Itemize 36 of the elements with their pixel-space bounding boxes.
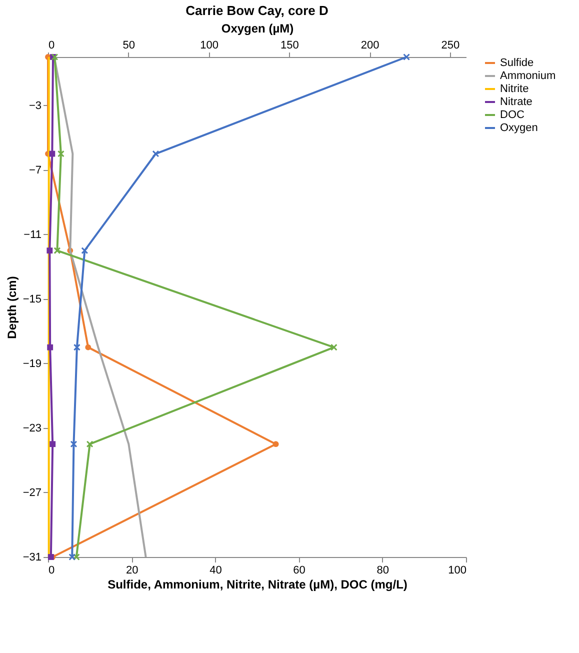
legend-label: Oxygen	[500, 122, 538, 134]
x2-tick-label: 150	[280, 40, 299, 52]
y-axis-title: Depth (cm)	[4, 276, 19, 339]
y-tick-label: −7	[28, 164, 42, 176]
x2-tick-label: 200	[360, 40, 380, 52]
y-tick-label: −19	[22, 358, 42, 370]
y-tick-label: −27	[22, 486, 42, 499]
point	[403, 54, 410, 60]
x-axis-title: Sulfide, Ammonium, Nitrite, Nitrate (µM), DOC (mg/L)	[108, 578, 408, 592]
legend-label: Nitrate	[500, 96, 532, 108]
point	[73, 344, 80, 351]
x2-tick-label: 100	[200, 40, 218, 52]
y-tick-label: −31	[22, 552, 42, 564]
x2-axis-title: Oxygen (µM)	[221, 22, 294, 36]
point	[68, 554, 76, 560]
point	[70, 440, 78, 448]
y-tick-label: −15	[22, 293, 42, 306]
x2-tick-label: 250	[441, 40, 460, 52]
x-tick-label: 60	[293, 564, 306, 576]
legend-label: DOC	[500, 109, 524, 121]
legend-label: Ammonium	[500, 70, 556, 82]
point	[152, 150, 160, 158]
y-tick-label: −11	[24, 228, 42, 241]
y-tick-label: −23	[22, 422, 42, 434]
x-tick-label: 80	[376, 564, 390, 576]
x2-tick-label: 0	[48, 40, 55, 52]
x-tick-label: 0	[48, 564, 55, 576]
x2-tick-label: 50	[122, 40, 136, 52]
x-tick-label: 20	[126, 564, 138, 576]
y-tick-label: −3	[28, 100, 42, 112]
point	[81, 247, 88, 254]
x-tick-label: 40	[210, 564, 222, 576]
legend-label: Nitrite	[500, 83, 529, 95]
x-tick-label: 100	[448, 564, 466, 576]
chart-title: Carrie Bow Cay, core D	[186, 3, 328, 18]
legend-label: Sulfide	[500, 57, 534, 69]
